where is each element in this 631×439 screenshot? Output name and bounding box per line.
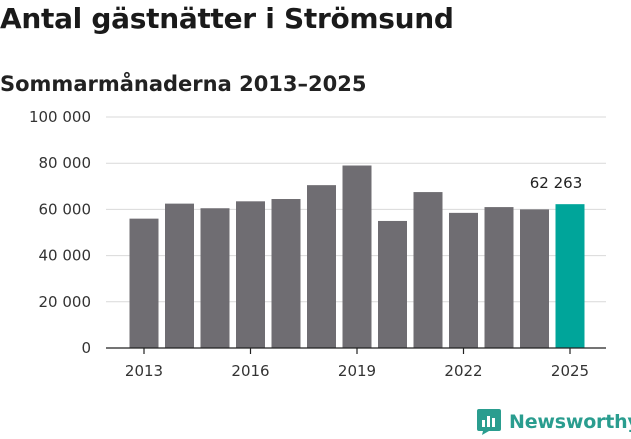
labels: 0 20 000 40 000 60 000 80 000 100 000 2013 2016… xyxy=(29,108,589,380)
x-tick-label: 2013 xyxy=(125,362,163,380)
bar-2019 xyxy=(342,165,372,348)
x-tick-label: 2019 xyxy=(338,362,376,380)
data-label: 62 263 xyxy=(530,174,583,192)
bar-2014 xyxy=(165,203,194,348)
bar-2023 xyxy=(484,207,514,348)
bar-2020 xyxy=(378,220,407,348)
bar-2022 xyxy=(449,212,478,348)
bars xyxy=(129,165,585,348)
brand-name: Newsworthy xyxy=(509,411,631,433)
bar-2025 xyxy=(555,204,585,348)
bar-2015 xyxy=(200,208,230,348)
y-tick-label: 20 000 xyxy=(39,293,92,311)
bar-2017 xyxy=(271,199,301,348)
chart-title: Antal gästnätter i Strömsund xyxy=(0,2,454,35)
x-tick-label: 2016 xyxy=(231,362,269,380)
bar-2018 xyxy=(307,185,336,348)
x-tick-label: 2022 xyxy=(444,362,482,380)
chart-subtitle: Sommarmånaderna 2013–2025 xyxy=(0,72,367,96)
brand-logo: Newsworthy xyxy=(476,407,631,437)
axes xyxy=(106,347,606,354)
y-tick-label: 40 000 xyxy=(39,247,92,265)
bar-2016 xyxy=(236,201,265,348)
y-tick-label: 100 000 xyxy=(29,108,91,126)
bar-2024 xyxy=(520,209,549,348)
bar-2013 xyxy=(129,218,159,348)
y-tick-label: 0 xyxy=(81,339,91,357)
bar-2021 xyxy=(413,192,443,348)
y-tick-label: 80 000 xyxy=(39,154,92,172)
y-tick-label: 60 000 xyxy=(39,200,92,218)
newsworthy-logo-icon xyxy=(477,409,501,435)
x-tick-label: 2025 xyxy=(551,362,589,380)
